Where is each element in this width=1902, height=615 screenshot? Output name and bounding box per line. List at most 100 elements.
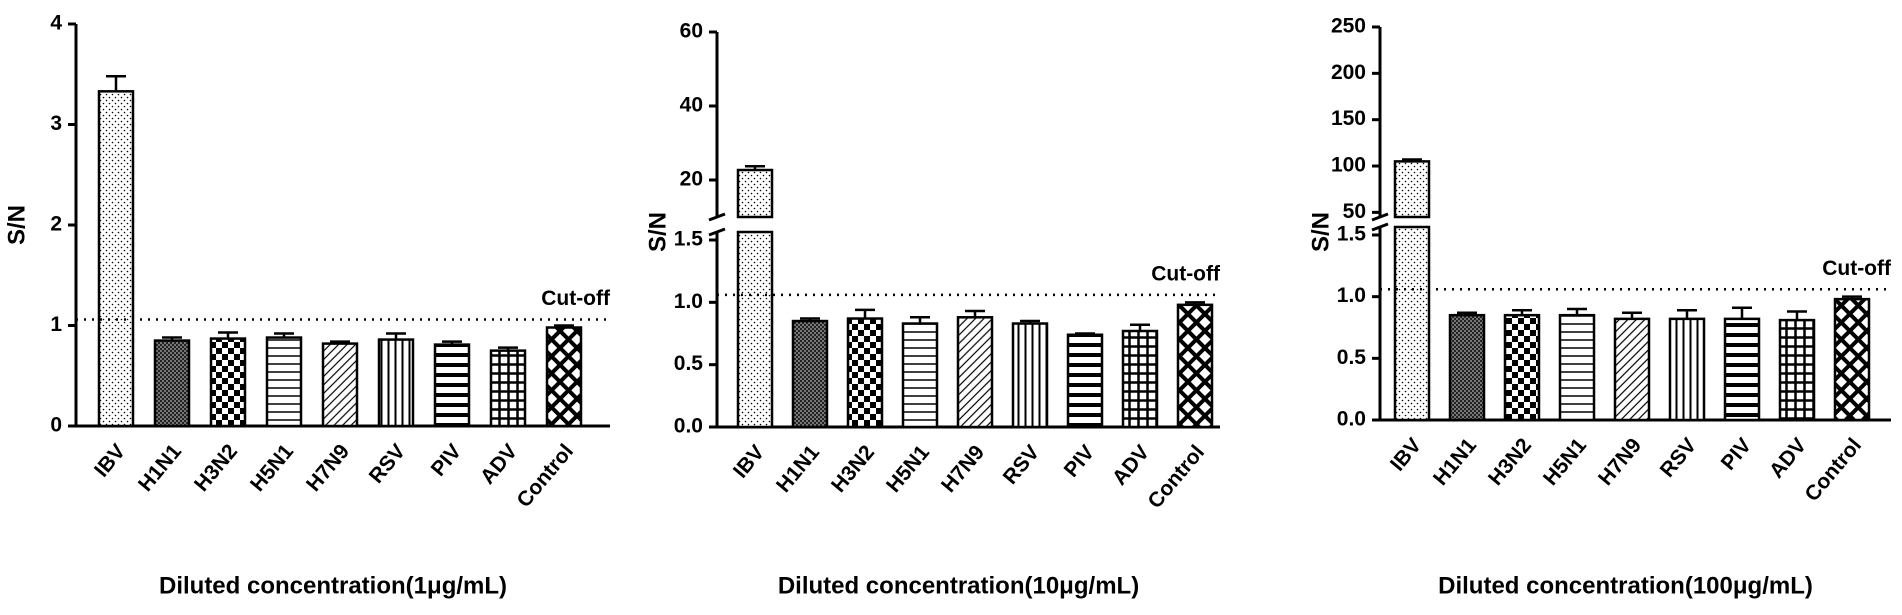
bar [1833, 297, 1871, 422]
y-tick-label: 0.5 [674, 352, 704, 375]
bar [209, 337, 247, 428]
x-tick-label: H5N1 [882, 441, 934, 497]
y-tick-label: 20 [680, 168, 703, 191]
error-bar [1402, 158, 1422, 162]
error-bar [1512, 308, 1532, 316]
x-tick-label: RSV [999, 441, 1044, 489]
error-bar [1567, 307, 1587, 316]
error-bar [218, 331, 238, 339]
error-bar [745, 165, 765, 171]
error-bar [1020, 319, 1040, 324]
bar [1448, 313, 1486, 422]
y-tick-label: 250 [1331, 15, 1366, 38]
error-bar [800, 317, 820, 322]
y-tick-label: 200 [1331, 61, 1366, 84]
x-tick-label: RSV [1656, 434, 1701, 482]
y-tick-label: 1.0 [1337, 284, 1366, 307]
axis-break [708, 212, 726, 222]
x-tick-label: IBV [90, 440, 130, 482]
bar [736, 168, 774, 219]
error-bar [1787, 310, 1807, 321]
error-bar [330, 340, 350, 344]
y-tick-label: 0.0 [1337, 408, 1366, 431]
bar [321, 342, 359, 428]
x-tick-label: ADV [1765, 434, 1811, 483]
error-bar [1457, 311, 1477, 316]
y-tick-label: 0 [50, 414, 62, 437]
error-bar [910, 316, 930, 324]
x-tick-label: Control [512, 440, 578, 512]
x-tick-label: H3N2 [827, 441, 879, 497]
bar [1558, 313, 1596, 422]
error-bar [442, 340, 462, 345]
bar [97, 90, 135, 428]
bar [1011, 322, 1049, 429]
bar [433, 343, 471, 428]
cutoff-label: Cut-off [1151, 262, 1221, 285]
y-tick-label: 40 [680, 94, 703, 117]
error-bar [162, 336, 182, 341]
y-tick-label: 3 [50, 112, 62, 135]
error-bar [274, 332, 294, 338]
error-bar [1622, 311, 1642, 319]
x-tick-label: IBV [729, 441, 769, 483]
x-tick-label: H5N1 [1539, 434, 1591, 490]
bar [153, 339, 191, 428]
error-bar [386, 332, 406, 340]
x-axis-title: Diluted concentration(1μg/mL) [159, 572, 507, 599]
x-tick-label: H7N9 [937, 441, 989, 497]
error-bar [1185, 301, 1205, 305]
error-bar [855, 308, 875, 319]
x-tick-label: IBV [1386, 434, 1426, 476]
bar [956, 316, 994, 429]
bar [791, 319, 829, 429]
bar [1121, 329, 1159, 429]
x-tick-label: RSV [365, 440, 410, 488]
y-tick-label: 2 [50, 213, 62, 236]
x-axis-title: Diluted concentration(100μg/mL) [1438, 572, 1813, 599]
x-tick-label: ADV [1108, 441, 1154, 490]
bar-lower [1393, 225, 1431, 422]
error-bar [106, 75, 126, 92]
y-tick-label: 1.5 [674, 228, 704, 251]
y-tick-label: 50 [1343, 200, 1366, 223]
x-tick-label: H1N1 [1429, 434, 1481, 490]
x-tick-label: PIV [1060, 441, 1099, 482]
error-bar [1075, 332, 1095, 335]
y-tick-label: 100 [1331, 154, 1366, 177]
bar [545, 326, 583, 428]
error-bar [965, 309, 985, 318]
axis-break [1371, 212, 1389, 222]
error-bar [554, 324, 574, 328]
axis-break [708, 227, 726, 237]
x-tick-label: Control [1143, 441, 1209, 513]
bar-lower [736, 230, 774, 429]
x-tick-label: PIV [427, 440, 466, 481]
x-tick-label: H1N1 [134, 440, 186, 496]
x-axis-title: Diluted concentration(10μg/mL) [778, 572, 1139, 599]
bar [846, 317, 884, 429]
axis-break [1371, 222, 1389, 232]
bar [489, 349, 527, 428]
y-axis-title: S/N [3, 205, 30, 245]
x-tick-label: H3N2 [190, 440, 242, 496]
bar [1393, 160, 1431, 219]
bar [265, 336, 303, 428]
bar [1723, 317, 1761, 422]
y-tick-label: 0.0 [674, 415, 703, 438]
error-bar [1130, 323, 1150, 332]
error-bar [498, 346, 518, 351]
bar [377, 338, 415, 428]
bar [1613, 317, 1651, 422]
x-tick-label: H7N9 [302, 440, 354, 496]
y-tick-label: 150 [1331, 107, 1366, 130]
x-tick-label: ADV [476, 440, 522, 489]
x-tick-label: H3N2 [1484, 434, 1536, 490]
bar [1066, 333, 1104, 429]
error-bar [1732, 306, 1752, 319]
y-tick-label: 60 [680, 20, 703, 43]
y-axis-title: S/N [1307, 212, 1334, 252]
x-tick-label: Control [1800, 434, 1866, 506]
bar [901, 322, 939, 429]
bar [1176, 303, 1214, 429]
